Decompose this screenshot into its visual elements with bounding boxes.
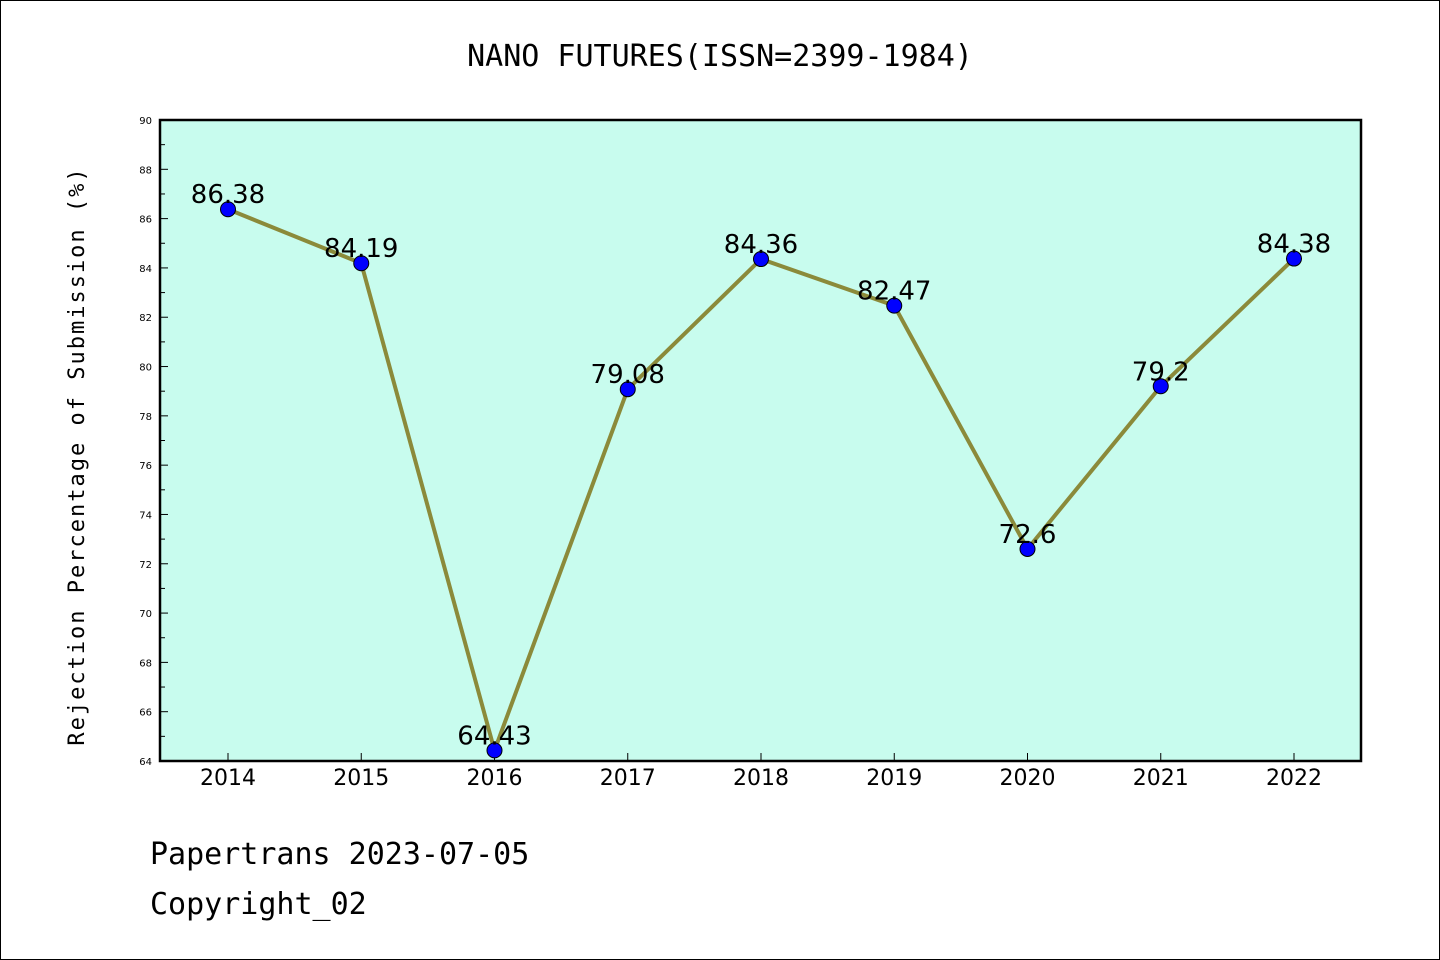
data-label: 79.08 bbox=[591, 360, 665, 390]
x-tick-label: 2014 bbox=[200, 766, 256, 791]
data-point bbox=[1286, 250, 1302, 267]
y-tick-label: 68 bbox=[139, 658, 152, 669]
y-tick-label: 76 bbox=[139, 461, 152, 472]
y-tick-label: 78 bbox=[139, 412, 152, 423]
series-group bbox=[220, 201, 1302, 759]
data-point bbox=[353, 255, 370, 272]
data-label: 84.38 bbox=[1257, 230, 1331, 260]
data-label: 72.6 bbox=[999, 520, 1057, 550]
y-tick-label: 64 bbox=[139, 757, 152, 768]
y-tick-label: 82 bbox=[139, 313, 152, 324]
data-point bbox=[1152, 378, 1169, 395]
y-axis-label: Rejection Percentage of Submission (%) bbox=[65, 166, 90, 745]
data-point bbox=[1019, 540, 1036, 557]
data-label: 79.2 bbox=[1132, 357, 1190, 387]
data-label: 84.19 bbox=[324, 234, 398, 264]
x-axis: 2014 2015 2016 2017 2018 2019 2020 2021 2022 bbox=[200, 753, 1322, 791]
data-label: 64.43 bbox=[457, 721, 531, 751]
y-tick-label: 74 bbox=[139, 510, 152, 521]
data-point bbox=[886, 297, 903, 314]
y-tick-label: 66 bbox=[139, 708, 152, 719]
data-point bbox=[220, 201, 236, 218]
x-tick-label: 2017 bbox=[600, 766, 656, 791]
y-tick-label: 84 bbox=[139, 264, 152, 275]
footer-date: Papertrans 2023-07-05 bbox=[150, 837, 529, 872]
x-tick-label: 2020 bbox=[1000, 766, 1056, 791]
y-tick-label: 86 bbox=[139, 215, 152, 226]
chart-title: NANO FUTURES(ISSN=2399-1984) bbox=[467, 39, 973, 74]
data-label: 84.36 bbox=[724, 230, 798, 260]
y-tick-label: 70 bbox=[139, 609, 152, 620]
data-label: 86.38 bbox=[191, 180, 265, 210]
y-tick-label: 88 bbox=[139, 165, 152, 176]
y-tick-label: 90 bbox=[139, 116, 152, 127]
data-point bbox=[486, 742, 503, 759]
y-tick-label: 80 bbox=[139, 363, 152, 374]
x-tick-label: 2022 bbox=[1266, 766, 1322, 791]
data-point bbox=[619, 381, 636, 398]
x-tick-label: 2015 bbox=[333, 766, 389, 791]
data-label: 82.47 bbox=[857, 277, 931, 307]
footer-copyright: Copyright_02 bbox=[150, 887, 367, 922]
plot-area bbox=[158, 118, 1363, 763]
x-tick-label: 2021 bbox=[1133, 766, 1189, 791]
data-labels: 86.38 84.19 64.43 79.08 84.36 82.47 72.6 79.2 84… bbox=[191, 180, 1331, 751]
x-tick-label: 2019 bbox=[866, 766, 922, 791]
x-tick-label: 2016 bbox=[467, 766, 523, 791]
y-axis: 64 66 68 70 72 74 76 78 80 82 84 86 88 90 bbox=[139, 116, 168, 768]
x-tick-label: 2018 bbox=[733, 766, 789, 791]
data-point bbox=[753, 251, 769, 268]
y-tick-label: 72 bbox=[139, 560, 152, 571]
